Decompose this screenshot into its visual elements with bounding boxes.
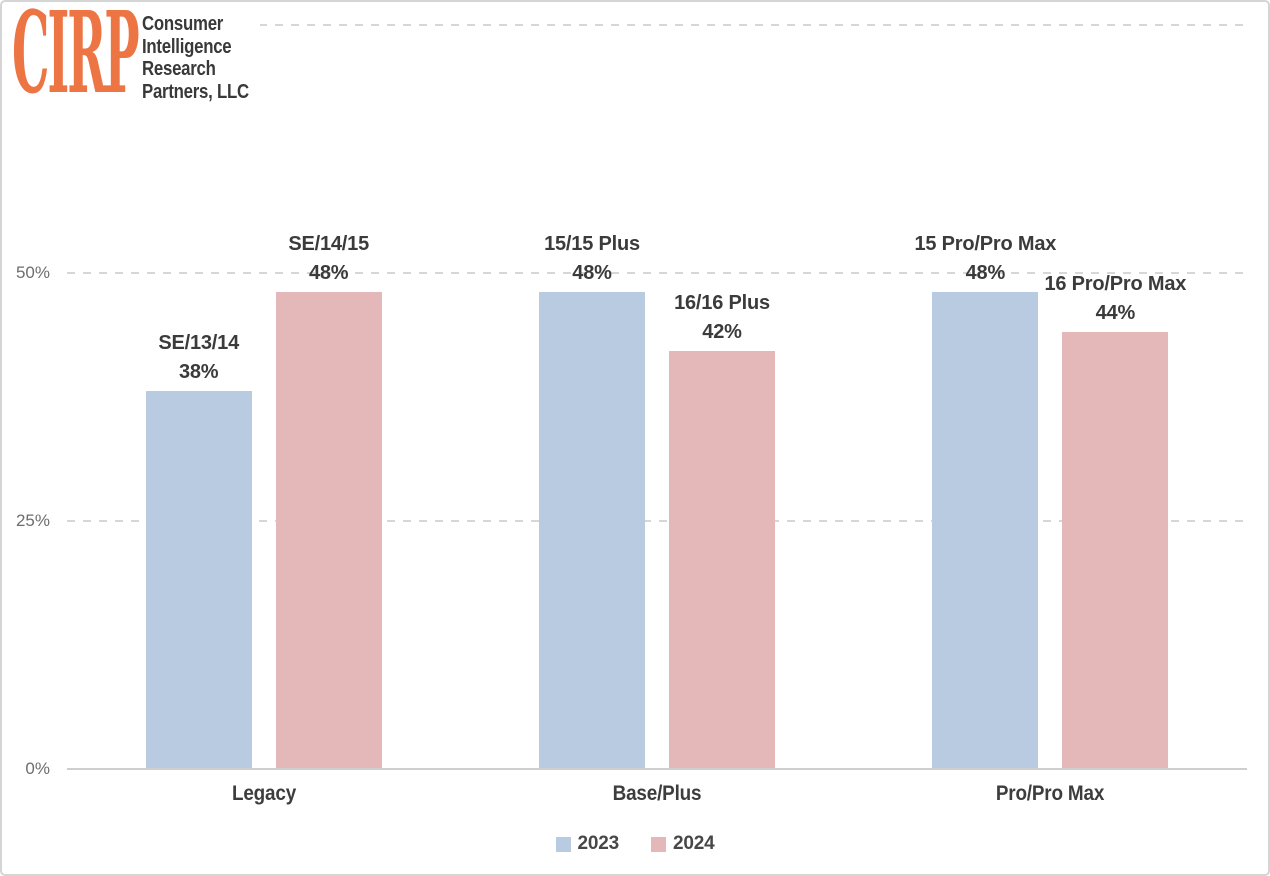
legend-swatch-2024 <box>651 836 666 852</box>
logo-name-line: Research <box>142 58 216 80</box>
bar-label-2024-group3: 16 Pro/Pro Max 44% <box>1005 270 1225 328</box>
bar-label-value: 38% <box>178 361 219 384</box>
category-label-legacy: Legacy <box>231 782 296 805</box>
category-label-base-plus: Base/Plus <box>612 782 702 805</box>
bar-2023-group1 <box>145 391 252 768</box>
legend-item-2024: 2024 <box>651 833 715 855</box>
legend: 2023 2024 <box>2 833 1268 855</box>
bar-label-value: 48% <box>572 261 612 284</box>
y-tick-label-50: 50% <box>15 263 50 282</box>
y-tick-label-25: 25% <box>15 511 50 530</box>
bar-2024-group1 <box>275 291 382 768</box>
bar-label-value: 42% <box>702 321 742 344</box>
logo-name-line: Consumer <box>142 13 224 35</box>
bar-label-name: SE/14/15 <box>288 232 369 255</box>
bar-label-name: 16/16 Plus <box>674 292 770 315</box>
bar-2023-group3 <box>932 291 1039 768</box>
legend-item-2023: 2023 <box>555 833 620 855</box>
gridline-25 <box>67 520 1247 522</box>
x-axis-line <box>67 768 1247 770</box>
logo-name-line: Partners, LLC <box>142 80 249 103</box>
y-tick-label-0: 0% <box>25 759 50 778</box>
bar-2024-group3 <box>1062 331 1169 768</box>
bar-2023-group2 <box>539 291 645 768</box>
bar-label-2024-group2: 16/16 Plus 42% <box>612 289 832 347</box>
bar-label-name: 16 Pro/Pro Max <box>1044 272 1187 295</box>
bar-label-2023-group3: 15 Pro/Pro Max 48% <box>875 230 1095 288</box>
cirp-logo-name: Consumer Intelligence Research Partners,… <box>142 13 249 103</box>
cirp-logo: CIRP Consumer Intelligence Research Part… <box>4 2 260 118</box>
gridline-50 <box>67 272 1247 274</box>
cirp-logo-acronym: CIRP <box>12 0 140 119</box>
bar-label-name: 15 Pro/Pro Max <box>914 232 1057 255</box>
bar-label-value: 48% <box>308 261 349 284</box>
bar-label-2023-group1: SE/13/14 38% <box>89 329 309 387</box>
legend-label-2023: 2023 <box>577 833 620 854</box>
legend-label-2024: 2024 <box>673 833 715 854</box>
bar-2024-group2 <box>669 351 775 768</box>
gridline-75 <box>67 24 1247 26</box>
bar-label-2023-group2: 15/15 Plus 48% <box>482 230 702 288</box>
legend-swatch-2023 <box>555 836 571 852</box>
bar-label-2024-group1: SE/14/15 48% <box>219 230 439 288</box>
bar-label-value: 44% <box>1095 301 1136 324</box>
bar-label-name: 15/15 Plus <box>544 232 640 255</box>
bar-label-name: SE/13/14 <box>158 332 239 355</box>
logo-name-line: Intelligence <box>142 35 232 58</box>
bar-label-value: 48% <box>965 261 1006 284</box>
category-label-pro-pro-max: Pro/Pro Max <box>996 782 1105 805</box>
